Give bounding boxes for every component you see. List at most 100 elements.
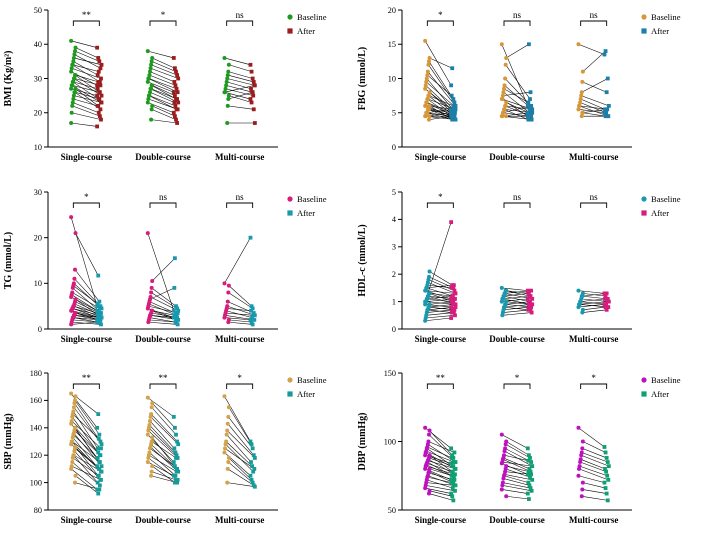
legend-baseline-marker: [641, 377, 647, 383]
legend-after-marker: [641, 209, 647, 216]
legend-after-label: After: [651, 208, 669, 218]
baseline-point: [501, 90, 506, 95]
baseline-point: [150, 278, 155, 283]
baseline-point: [72, 449, 77, 454]
baseline-point: [150, 435, 155, 440]
baseline-point: [225, 480, 230, 485]
after-point: [449, 285, 454, 290]
baseline-point: [146, 97, 151, 102]
after-point: [249, 460, 253, 465]
pair-line: [580, 98, 606, 110]
baseline-point: [226, 283, 231, 288]
after-point: [252, 484, 257, 489]
after-point: [252, 317, 257, 322]
pair-line: [225, 312, 254, 316]
pair-line: [429, 430, 453, 456]
baseline-point: [150, 401, 155, 406]
pair-line: [151, 119, 178, 124]
significance-label: *: [438, 192, 443, 202]
after-point: [526, 480, 531, 485]
after-point: [527, 497, 531, 502]
after-point: [453, 472, 457, 477]
after-point: [453, 304, 458, 309]
after-point: [450, 474, 455, 478]
pair-line: [228, 457, 252, 481]
baseline-point: [579, 114, 584, 119]
after-point: [174, 469, 179, 474]
pair-line: [578, 475, 605, 484]
panel-bmi: 10 20 30 40 50 BMI (Kg/m²) Single-course ** Doub…: [0, 0, 354, 182]
after-point: [98, 83, 103, 88]
baseline-point: [499, 97, 504, 102]
after-point: [451, 107, 456, 112]
after-point: [449, 93, 454, 98]
after-point: [528, 299, 532, 304]
after-point: [450, 307, 455, 312]
after-point: [171, 415, 176, 419]
after-point: [526, 458, 531, 463]
baseline-point: [223, 86, 228, 91]
significance-bracket: [72, 383, 100, 390]
pair-line: [503, 475, 529, 484]
pair-line: [582, 448, 607, 459]
pair-line: [227, 468, 254, 486]
after-point: [451, 97, 456, 101]
pair-line: [501, 434, 528, 449]
after-point: [176, 100, 181, 105]
pair-line: [228, 319, 252, 323]
pair-line: [428, 303, 454, 307]
significance-bracket: [72, 202, 100, 208]
pair-line: [148, 321, 178, 325]
pair-line: [70, 468, 98, 490]
category-label: Single-course: [415, 515, 466, 525]
pairs-group: [499, 432, 535, 502]
pair-line: [427, 461, 452, 477]
significance-bracket: [426, 383, 454, 390]
after-point: [603, 49, 608, 53]
after-point: [527, 467, 532, 471]
sbp-paired-scatter-chart: 80 100 120 140 160 180 SBP (mmHg) Single-course…: [3, 369, 327, 525]
significance-label: **: [82, 10, 91, 20]
legend-baseline-label: Baseline: [651, 12, 681, 22]
after-point: [97, 299, 102, 304]
category-label: Double-course: [135, 515, 190, 525]
pair-line: [74, 403, 101, 442]
baseline-point: [424, 79, 429, 84]
pair-line: [150, 414, 178, 442]
pair-line: [501, 287, 528, 291]
baseline-point: [148, 419, 153, 424]
significance-label: *: [161, 10, 166, 20]
after-point: [527, 453, 531, 458]
y-tick-label: 30: [34, 187, 42, 196]
y-tick-label: 40: [34, 40, 42, 49]
pair-line: [579, 300, 608, 305]
baseline-point: [576, 288, 581, 293]
baseline-point: [223, 442, 228, 447]
legend-after-label: After: [651, 389, 669, 399]
pair-line: [72, 457, 99, 477]
after-point: [248, 62, 253, 67]
pair-line: [149, 95, 176, 107]
pair-line: [502, 459, 531, 473]
pair-line: [151, 471, 177, 481]
after-point: [452, 450, 457, 455]
baseline-point: [576, 473, 581, 478]
after-point: [99, 478, 103, 482]
legend-after-marker: [287, 209, 293, 216]
baseline-point: [69, 442, 74, 447]
legend-baseline-marker: [287, 14, 293, 20]
after-point: [95, 456, 100, 461]
category-label: Single-course: [61, 152, 112, 162]
pair-line: [150, 291, 178, 309]
significance-label: ns: [236, 192, 244, 202]
pair-line: [75, 74, 99, 83]
pair-line: [429, 270, 453, 285]
category-label: Multi-course: [215, 152, 264, 162]
baseline-point: [504, 114, 509, 119]
after-point: [171, 90, 176, 95]
pair-line: [506, 496, 529, 500]
baseline-point: [426, 491, 431, 496]
y-axis-title: SBP (mmHg): [3, 414, 14, 470]
after-point: [250, 306, 255, 310]
